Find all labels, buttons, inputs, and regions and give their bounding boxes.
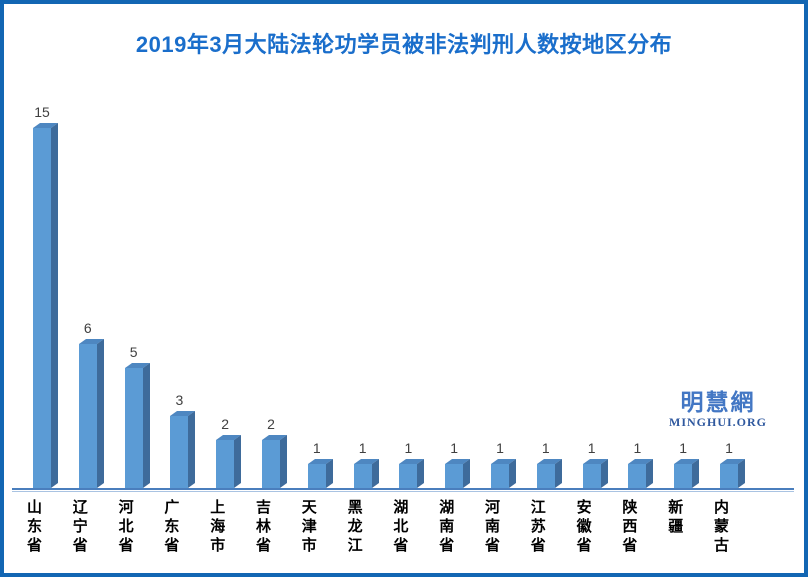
bar bbox=[353, 459, 379, 488]
bar-value-label: 3 bbox=[175, 392, 184, 408]
bar bbox=[445, 459, 471, 488]
bar bbox=[536, 459, 562, 488]
category-label: 河北省 bbox=[116, 499, 134, 556]
bar bbox=[628, 459, 654, 488]
bar-value-label: 1 bbox=[541, 440, 550, 456]
bar bbox=[170, 411, 196, 488]
category-label: 河南省 bbox=[483, 499, 500, 556]
category-label: 黑龙江 bbox=[345, 499, 363, 556]
chart-title: 2019年3月大陆法轮功学员被非法判刑人数按地区分布 bbox=[135, 32, 673, 57]
bar-value-label: 1 bbox=[633, 440, 642, 456]
category-label: 吉林省 bbox=[254, 499, 271, 556]
bar bbox=[262, 435, 287, 488]
category-label: 天津市 bbox=[299, 499, 317, 556]
bar-value-label: 1 bbox=[496, 440, 504, 456]
category-label: 广东省 bbox=[162, 499, 180, 556]
x-axis-line-shadow bbox=[12, 491, 794, 492]
category-label: 新疆 bbox=[666, 499, 684, 537]
bar bbox=[491, 459, 516, 488]
minghui-en-text: MINGHUI.ORG bbox=[669, 415, 767, 429]
category-label: 内蒙古 bbox=[712, 499, 729, 556]
bar bbox=[78, 339, 104, 488]
category-label: 山东省 bbox=[25, 499, 42, 556]
category-label: 江苏省 bbox=[528, 499, 546, 556]
bar bbox=[216, 435, 242, 488]
category-label: 安徽省 bbox=[574, 499, 592, 556]
bar-value-label: 5 bbox=[129, 344, 138, 360]
bar-value-label: 1 bbox=[404, 440, 413, 456]
category-label: 上海市 bbox=[208, 499, 226, 556]
minghui-watermark: 明慧網 MINGHUI.ORG bbox=[668, 389, 768, 429]
category-label: 辽宁省 bbox=[70, 499, 88, 556]
bar-value-label: 6 bbox=[83, 320, 92, 336]
bar-value-label: 2 bbox=[221, 416, 230, 432]
bar bbox=[720, 459, 745, 488]
bar-value-label: 1 bbox=[725, 440, 733, 456]
bar-value-label: 15 bbox=[34, 104, 50, 120]
bar bbox=[124, 363, 150, 488]
category-label: 湖北省 bbox=[391, 499, 409, 556]
x-axis-line bbox=[12, 488, 794, 490]
category-label: 湖南省 bbox=[437, 499, 455, 556]
bar-value-label: 1 bbox=[450, 440, 459, 456]
minghui-cn-text: 明慧網 bbox=[680, 389, 756, 415]
bar bbox=[674, 459, 700, 488]
bar bbox=[399, 459, 425, 488]
category-label: 陕西省 bbox=[620, 499, 638, 556]
bar bbox=[307, 459, 333, 488]
bar bbox=[33, 123, 58, 488]
bar bbox=[582, 459, 608, 488]
bar-value-label: 1 bbox=[679, 440, 688, 456]
bar-value-label: 1 bbox=[587, 440, 596, 456]
bar-value-label: 1 bbox=[358, 440, 367, 456]
bar-value-label: 2 bbox=[267, 416, 275, 432]
bar-value-label: 1 bbox=[312, 440, 321, 456]
